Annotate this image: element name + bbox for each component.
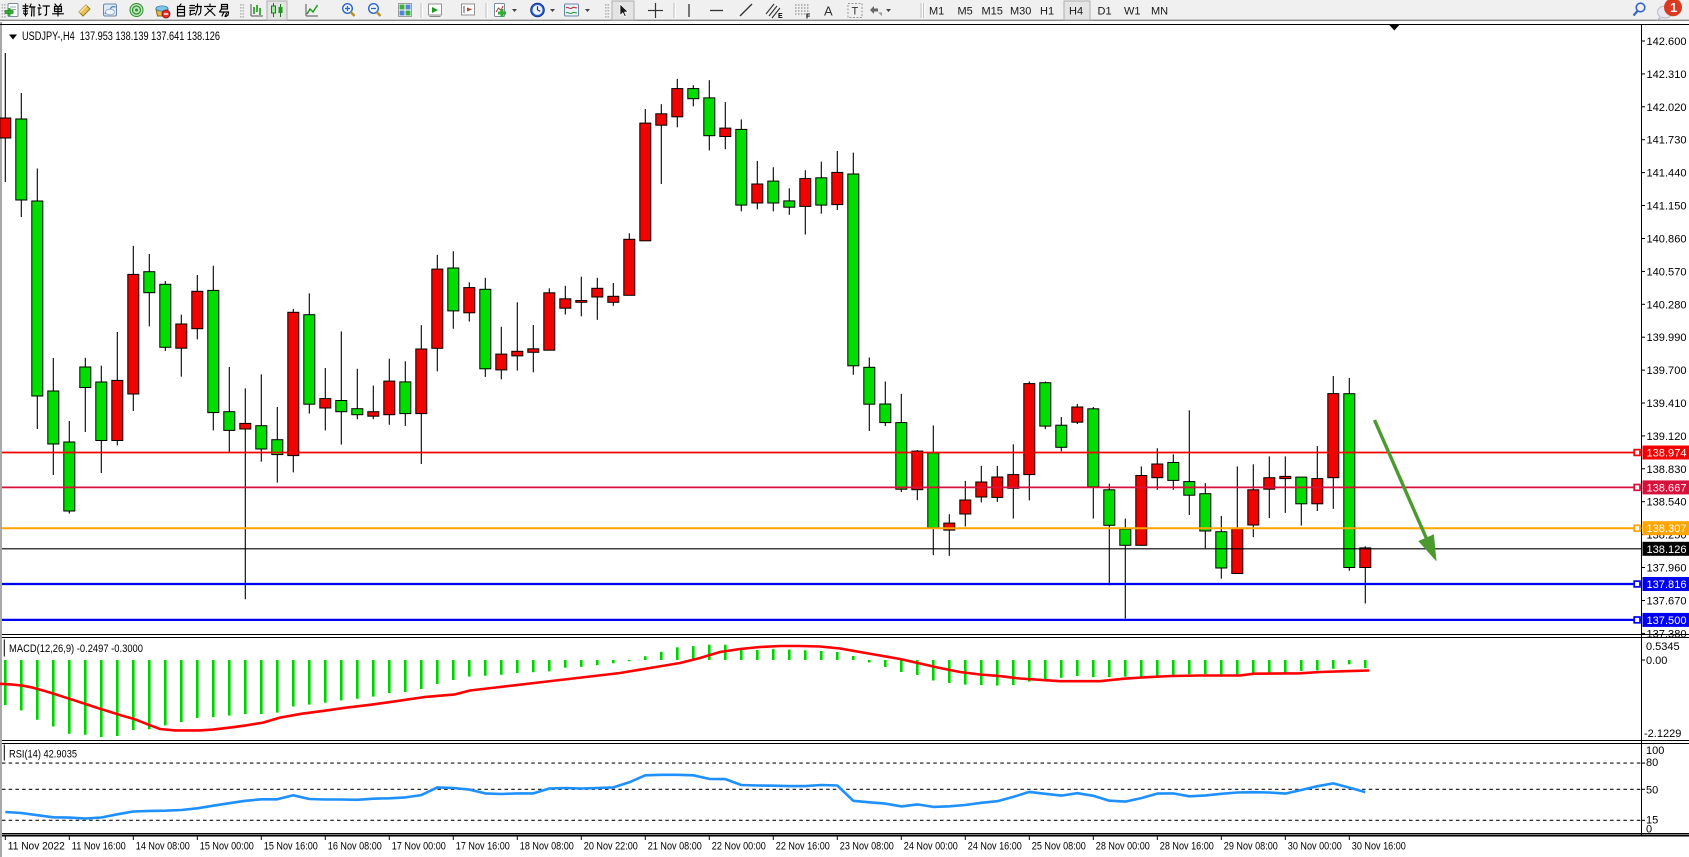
svg-text:137.816: 137.816	[1647, 579, 1687, 591]
svg-text:22 Nov 00:00: 22 Nov 00:00	[712, 841, 766, 853]
svg-text:142.600: 142.600	[1647, 36, 1687, 48]
svg-text:M5: M5	[958, 6, 973, 18]
svg-text:142.310: 142.310	[1647, 69, 1687, 81]
svg-text:138.540: 138.540	[1647, 497, 1687, 509]
svg-text:29 Nov 08:00: 29 Nov 08:00	[1224, 841, 1278, 853]
svg-text:138.667: 138.667	[1647, 482, 1687, 494]
svg-text:139.120: 139.120	[1647, 431, 1687, 443]
svg-text:50: 50	[1646, 785, 1658, 797]
svg-text:MN: MN	[1151, 6, 1168, 18]
svg-text:H4: H4	[1069, 6, 1083, 18]
svg-text:W1: W1	[1124, 6, 1141, 18]
svg-text:137.960: 137.960	[1647, 563, 1687, 575]
svg-text:M30: M30	[1010, 6, 1031, 18]
svg-text:28 Nov 00:00: 28 Nov 00:00	[1096, 841, 1150, 853]
svg-text:0.5345: 0.5345	[1646, 641, 1680, 653]
svg-text:T: T	[852, 6, 859, 18]
svg-text:14 Nov 08:00: 14 Nov 08:00	[136, 841, 190, 853]
svg-text:11 Nov 2022: 11 Nov 2022	[8, 841, 65, 853]
svg-text:18 Nov 08:00: 18 Nov 08:00	[520, 841, 574, 853]
svg-text:30 Nov 16:00: 30 Nov 16:00	[1352, 841, 1406, 853]
svg-text:30 Nov 00:00: 30 Nov 00:00	[1288, 841, 1342, 853]
svg-text:138.974: 138.974	[1647, 448, 1687, 460]
svg-text:139.700: 139.700	[1647, 365, 1687, 377]
svg-text:23 Nov 08:00: 23 Nov 08:00	[840, 841, 894, 853]
svg-text:140.570: 140.570	[1647, 266, 1687, 278]
svg-text:138.830: 138.830	[1647, 464, 1687, 476]
svg-text:28 Nov 16:00: 28 Nov 16:00	[1160, 841, 1214, 853]
svg-text:141.150: 141.150	[1647, 201, 1687, 213]
svg-text:17 Nov 00:00: 17 Nov 00:00	[392, 841, 446, 853]
svg-text:USDJPY-,H4 137.953 138.139 13: USDJPY-,H4 137.953 138.139 137.641 138.1…	[22, 31, 220, 43]
svg-text:24 Nov 00:00: 24 Nov 00:00	[904, 841, 958, 853]
svg-text:141.730: 141.730	[1647, 135, 1687, 147]
svg-text:139.410: 139.410	[1647, 398, 1687, 410]
svg-text:A: A	[824, 4, 833, 19]
svg-text:H1: H1	[1040, 6, 1054, 18]
svg-text:MACD(12,26,9) -0.2497 -0.3000: MACD(12,26,9) -0.2497 -0.3000	[9, 643, 143, 655]
svg-text:RSI(14) 42.9035: RSI(14) 42.9035	[9, 749, 77, 761]
svg-text:139.990: 139.990	[1647, 332, 1687, 344]
svg-text:21 Nov 08:00: 21 Nov 08:00	[648, 841, 702, 853]
svg-text:138.307: 138.307	[1647, 523, 1687, 535]
svg-text:80: 80	[1646, 757, 1658, 769]
svg-text:141.440: 141.440	[1647, 168, 1687, 180]
svg-text:0: 0	[1646, 824, 1652, 836]
svg-text:16 Nov 08:00: 16 Nov 08:00	[328, 841, 382, 853]
svg-text:M15: M15	[982, 6, 1003, 18]
svg-text:17 Nov 16:00: 17 Nov 16:00	[456, 841, 510, 853]
svg-text:140.280: 140.280	[1647, 299, 1687, 311]
svg-text:138.126: 138.126	[1647, 544, 1687, 556]
svg-text:0.00: 0.00	[1646, 655, 1667, 667]
svg-text:11 Nov 16:00: 11 Nov 16:00	[72, 841, 126, 853]
svg-text:22 Nov 16:00: 22 Nov 16:00	[776, 841, 830, 853]
svg-text:-2.1229: -2.1229	[1644, 728, 1681, 740]
svg-text:15 Nov 16:00: 15 Nov 16:00	[264, 841, 318, 853]
svg-text:15 Nov 00:00: 15 Nov 00:00	[200, 841, 254, 853]
svg-text:1: 1	[1670, 0, 1677, 15]
svg-text:140.860: 140.860	[1647, 234, 1687, 246]
svg-text:100: 100	[1646, 745, 1664, 757]
svg-text:D1: D1	[1098, 6, 1112, 18]
svg-text:20 Nov 22:00: 20 Nov 22:00	[584, 841, 638, 853]
svg-text:137.500: 137.500	[1647, 615, 1687, 627]
svg-text:15: 15	[1646, 815, 1658, 827]
svg-text:142.020: 142.020	[1647, 102, 1687, 114]
svg-text:M1: M1	[929, 6, 944, 18]
svg-text:24 Nov 16:00: 24 Nov 16:00	[968, 841, 1022, 853]
svg-text:E: E	[778, 13, 783, 20]
svg-text:25 Nov 08:00: 25 Nov 08:00	[1032, 841, 1086, 853]
svg-text:137.670: 137.670	[1647, 596, 1687, 608]
svg-text:F: F	[806, 14, 811, 21]
